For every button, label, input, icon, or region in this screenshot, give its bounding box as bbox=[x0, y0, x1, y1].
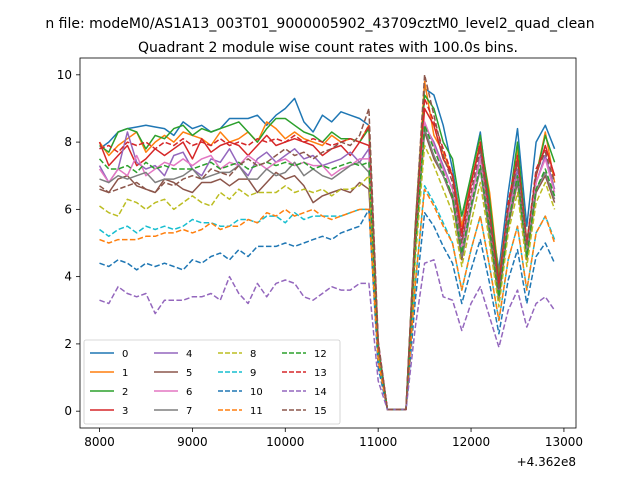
x-tick-label: 10000 bbox=[266, 435, 304, 449]
series-line-10 bbox=[99, 208, 556, 411]
chart-title: Quadrant 2 module wise count rates with … bbox=[138, 40, 518, 56]
legend-label-8: 8 bbox=[250, 349, 256, 360]
legend-label-10: 10 bbox=[250, 387, 263, 398]
y-tick-label: 8 bbox=[64, 135, 72, 149]
series-line-15 bbox=[99, 74, 556, 411]
legend-label-3: 3 bbox=[122, 406, 128, 417]
series-line-2 bbox=[99, 94, 556, 411]
legend-label-15: 15 bbox=[314, 406, 327, 417]
series-line-3 bbox=[98, 107, 556, 411]
x-tick-label: 9000 bbox=[177, 435, 208, 449]
legend-label-12: 12 bbox=[314, 349, 327, 360]
x-tick-label: 11000 bbox=[359, 435, 397, 449]
y-tick-label: 6 bbox=[64, 202, 72, 216]
legend-label-11: 11 bbox=[250, 406, 263, 417]
legend-label-7: 7 bbox=[186, 406, 192, 417]
x-tick-label: 8000 bbox=[84, 435, 115, 449]
y-tick-label: 0 bbox=[64, 404, 72, 418]
y-tick-label: 2 bbox=[64, 337, 72, 351]
y-tick-label: 10 bbox=[57, 68, 72, 82]
y-tick-label: 4 bbox=[64, 270, 72, 284]
series-line-9 bbox=[99, 185, 556, 411]
series-line-8 bbox=[99, 144, 556, 411]
legend-label-4: 4 bbox=[186, 349, 192, 360]
legend-label-0: 0 bbox=[122, 349, 128, 360]
axes-frame bbox=[79, 57, 577, 429]
figure-suptitle: n file: modeM0/AS1A13_003T01_9000005902_… bbox=[45, 16, 594, 32]
y-axis: 0 2 4 6 8 10 bbox=[57, 68, 80, 418]
x-tick-label: 12000 bbox=[452, 435, 490, 449]
series-line-12 bbox=[98, 124, 556, 411]
series-line-14 bbox=[99, 259, 556, 411]
legend-label-14: 14 bbox=[314, 387, 327, 398]
x-axis: 8000 9000 10000 11000 12000 13000 bbox=[84, 428, 583, 449]
series-line-6 bbox=[98, 121, 556, 411]
x-axis-offset-label: +4.362e8 bbox=[517, 455, 576, 469]
legend-label-5: 5 bbox=[186, 368, 192, 379]
legend-label-9: 9 bbox=[250, 368, 256, 379]
legend-label-6: 6 bbox=[186, 387, 192, 398]
legend-label-1: 1 bbox=[122, 368, 128, 379]
legend-label-13: 13 bbox=[314, 368, 327, 379]
x-tick-label: 13000 bbox=[545, 435, 583, 449]
legend-box bbox=[83, 339, 341, 425]
series-line-7 bbox=[99, 127, 556, 411]
series-line-13 bbox=[99, 97, 556, 411]
series-layer bbox=[98, 74, 556, 411]
legend-label-2: 2 bbox=[122, 387, 128, 398]
